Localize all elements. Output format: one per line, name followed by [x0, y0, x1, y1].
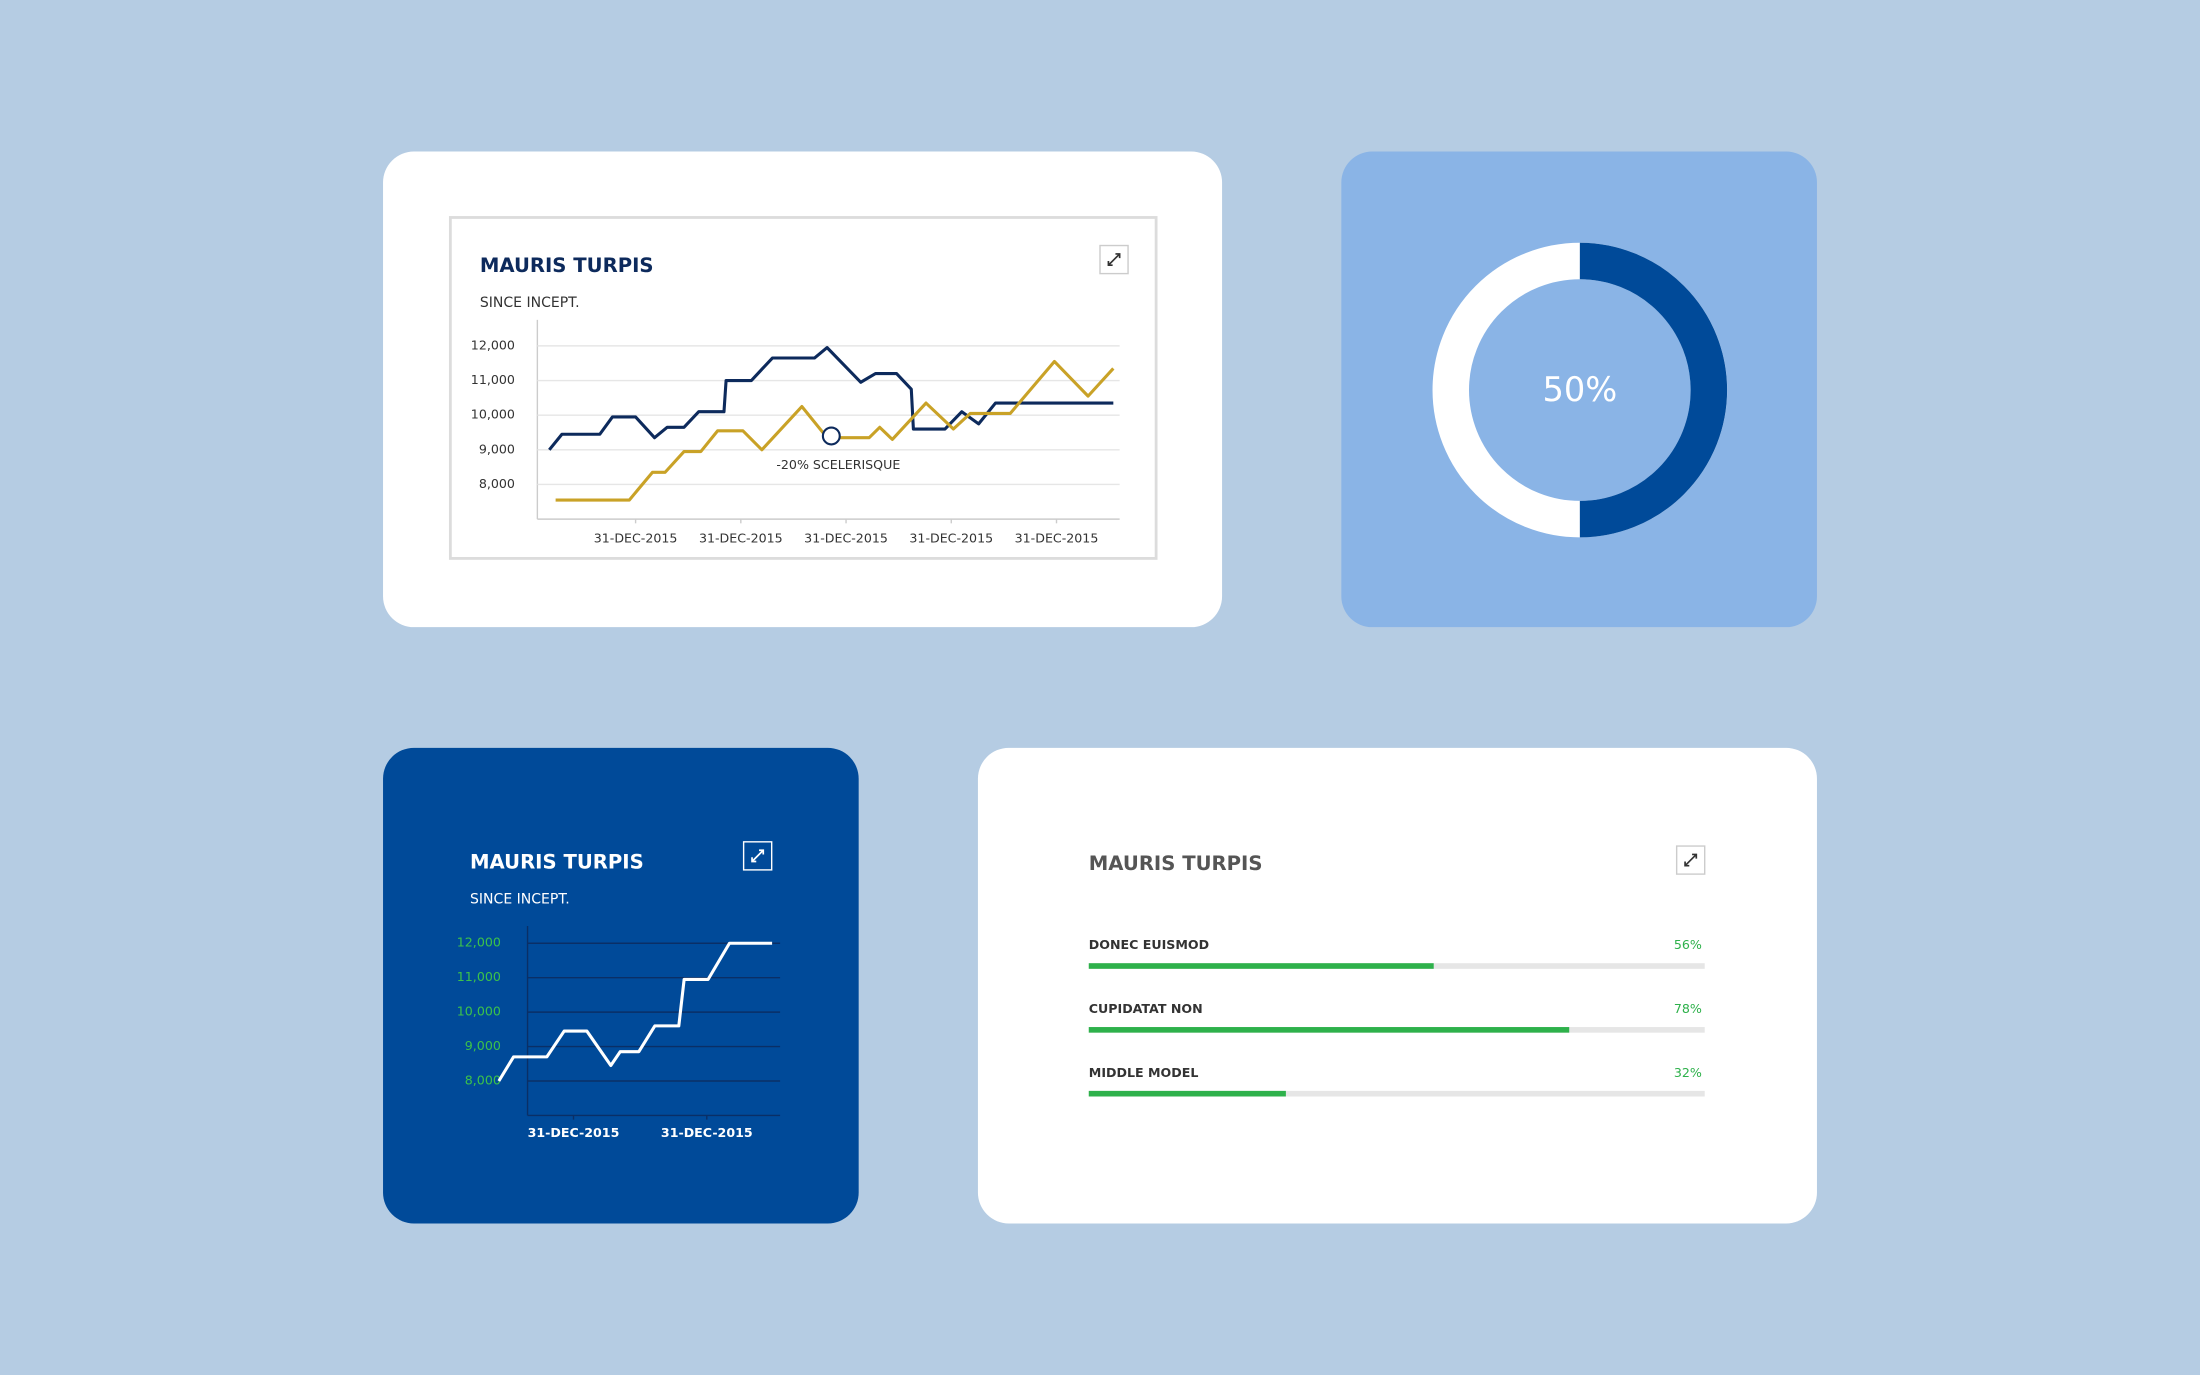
progress-value: 56%	[1674, 937, 1702, 952]
progress-bar	[1088, 1027, 1570, 1033]
progress-bar	[1088, 963, 1434, 969]
icon-glyph	[751, 849, 765, 863]
chart-title: MAURIS TURPIS	[470, 850, 644, 873]
chart-title: MAURIS TURPIS	[480, 254, 654, 277]
line-series	[497, 941, 773, 1082]
progress-label: CUPIDATAT NON	[1089, 1001, 1203, 1016]
chart-subtitle: SINCE INCEPT.	[480, 295, 580, 311]
icon-glyph	[1684, 853, 1698, 867]
y-tick-label: 12,000	[457, 935, 501, 950]
card	[383, 747, 859, 1224]
y-tick-label: 12,000	[471, 337, 515, 352]
x-tick-label: 31-DEC-2015	[661, 1125, 753, 1140]
expand-icon[interactable]	[1675, 845, 1706, 875]
expand-icon[interactable]	[1099, 244, 1129, 275]
y-tick-label: 9,000	[465, 1038, 501, 1053]
annotation-point	[821, 426, 841, 446]
y-tick-label: 9,000	[479, 441, 515, 456]
progress-value: 78%	[1674, 1001, 1702, 1016]
progress-value: 32%	[1674, 1065, 1702, 1080]
y-tick-label: 8,000	[465, 1072, 501, 1087]
card	[1341, 151, 1817, 628]
x-tick-label: 31-DEC-2015	[909, 530, 993, 545]
y-tick-label: 11,000	[471, 372, 515, 387]
annotation-label: -20% SCELERISQUE	[776, 457, 900, 472]
donut-segment	[1579, 242, 1728, 538]
expand-icon[interactable]	[742, 841, 773, 871]
x-tick-label: 31-DEC-2015	[594, 530, 678, 545]
y-tick-label: 11,000	[457, 969, 501, 984]
icon-box[interactable]	[742, 841, 773, 871]
x-tick-label: 31-DEC-2015	[528, 1125, 620, 1140]
line-series	[548, 346, 1114, 451]
x-tick-label: 31-DEC-2015	[804, 530, 888, 545]
card	[977, 747, 1817, 1224]
chart-subtitle: SINCE INCEPT.	[470, 891, 570, 907]
chart-title: MAURIS TURPIS	[1089, 852, 1263, 875]
progress-track	[1088, 1090, 1705, 1097]
x-tick-label: 31-DEC-2015	[699, 530, 783, 545]
y-tick-label: 8,000	[479, 476, 515, 491]
progress-label: DONEC EUISMOD	[1089, 937, 1209, 952]
icon-box[interactable]	[1099, 244, 1129, 275]
donut-label: 50%	[1542, 370, 1617, 409]
y-tick-label: 10,000	[471, 407, 515, 422]
y-tick-label: 10,000	[457, 1004, 501, 1019]
x-tick-label: 31-DEC-2015	[1015, 530, 1099, 545]
progress-label: MIDDLE MODEL	[1089, 1065, 1199, 1080]
progress-bar	[1088, 1090, 1286, 1097]
icon-glyph	[1107, 253, 1121, 267]
